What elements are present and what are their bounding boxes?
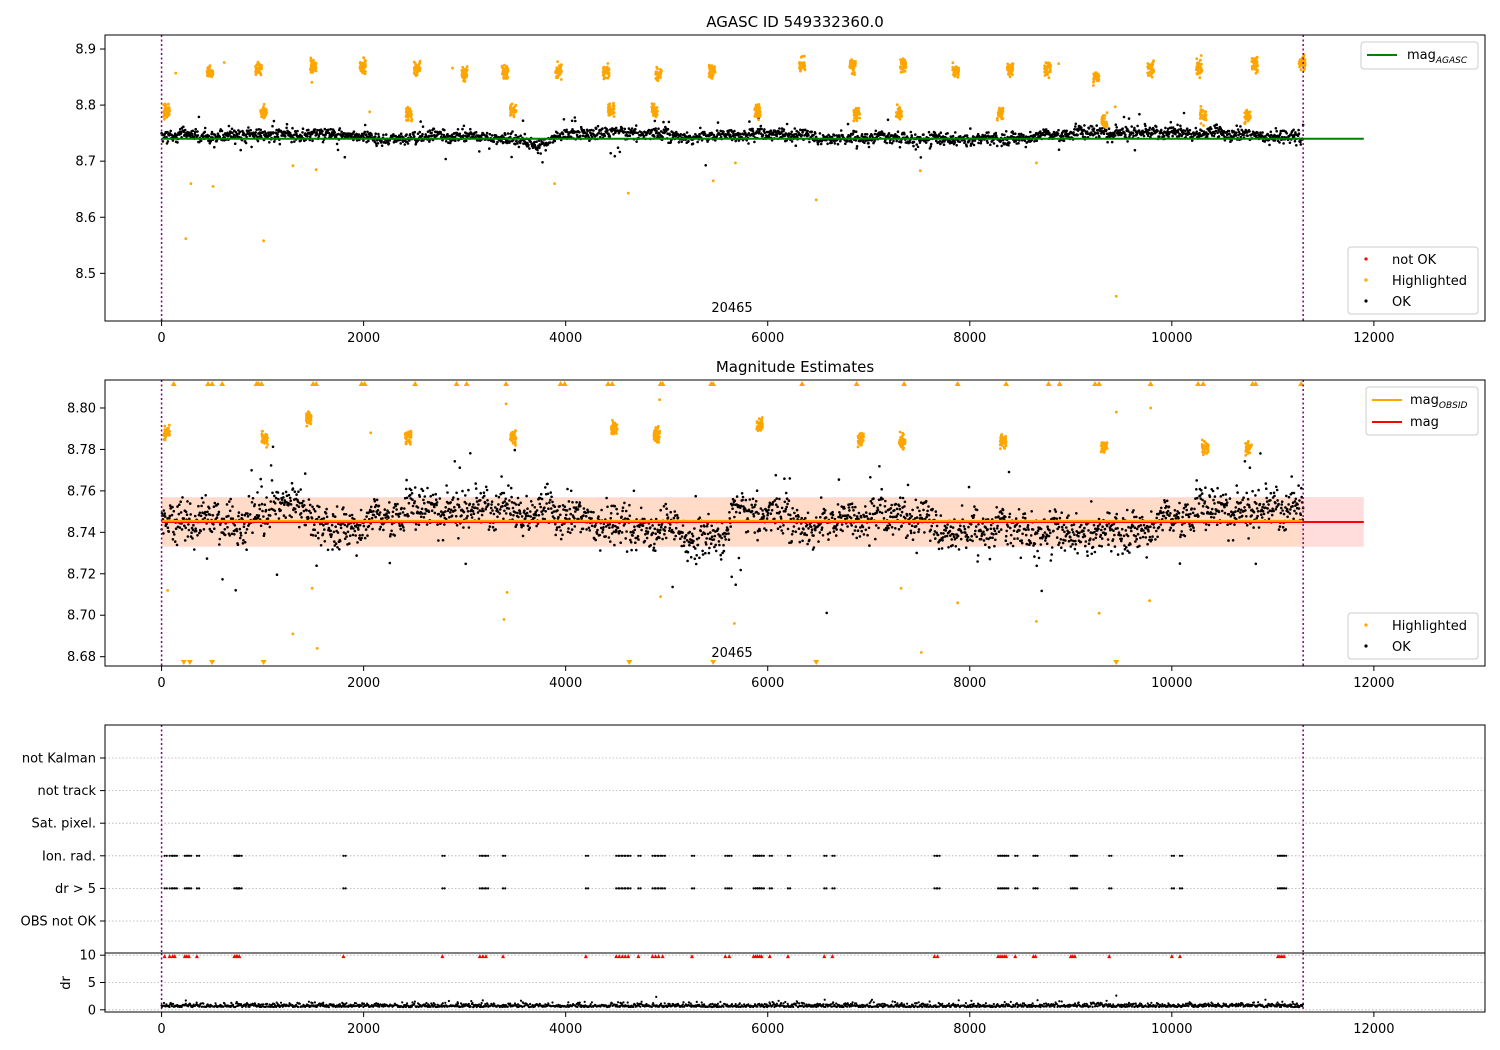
panel1-title: AGASC ID 549332360.0: [706, 13, 884, 31]
dr-axis-label: dr: [59, 976, 74, 990]
panel1-xtick-label: 0: [157, 331, 165, 346]
flags-frame: [104, 724, 1486, 954]
dr-ytick-label: 10: [79, 949, 96, 964]
panel2-xtick-label: 12000: [1353, 676, 1394, 691]
panel2-ytick-label: 8.76: [67, 484, 96, 499]
legend-box: [1360, 41, 1479, 70]
dr-xtick-label: 0: [157, 1022, 165, 1037]
panel2-ytick-label: 8.74: [67, 526, 96, 541]
dr-values: [160, 994, 1305, 1009]
panel1-ytick-label: 8.8: [75, 99, 96, 114]
flag-row-label: not track: [37, 784, 96, 799]
highlighted-points: [162, 53, 1307, 298]
legend-subscript: AGASC: [1435, 56, 1468, 66]
agasc-panel: AGASC ID 549332360.0 0 2000 4000 6000 8000 10…: [75, 13, 1486, 346]
panel1-points: [160, 53, 1307, 298]
panel2-ytick-label: 8.78: [67, 443, 96, 458]
panel2-xtick-label: 0: [157, 676, 165, 691]
panel2-ytick-label: 8.80: [67, 401, 96, 416]
dr-points: [160, 954, 1305, 1009]
panel2-frame: [104, 379, 1486, 667]
dr-xtick-label: 6000: [751, 1022, 784, 1037]
panel2-xtick-label: 4000: [549, 676, 582, 691]
legend-label: not OK: [1392, 253, 1437, 268]
ok-points: [160, 111, 1305, 167]
legend-box: [1347, 612, 1479, 660]
panel2-ytick-label: 8.72: [67, 567, 96, 582]
magnitude-estimates-panel: Magnitude Estimates 0 2000 4000 6000 8000 100…: [67, 358, 1486, 691]
panel1-frame: [104, 34, 1486, 322]
panel1-xtick-label: 4000: [549, 331, 582, 346]
dr-xtick-label: 8000: [953, 1022, 986, 1037]
panel2-obsid-label: 20465: [711, 646, 752, 661]
panel1-point-legend: not OK Highlighted OK: [1347, 246, 1479, 315]
dr-ytick-label: 0: [88, 1003, 96, 1018]
flag-row-label: Ion. rad.: [42, 849, 96, 864]
flag-row-label: dr > 5: [55, 882, 96, 897]
panel1-xtick-label: 2000: [347, 331, 380, 346]
dr-panel: 0 2000 4000 6000 8000 10000 12000 0 5 10 dr: [59, 949, 1486, 1037]
panel1-ytick-label: 8.5: [75, 267, 96, 282]
legend-subscript: OBSID: [1439, 401, 1468, 411]
dr-ytick-label: 5: [88, 976, 96, 991]
panel2-point-legend: Highlighted OK: [1347, 612, 1479, 660]
panel1-line-legend: magAGASC: [1360, 41, 1479, 70]
flag-points: [163, 854, 1288, 890]
flag-row-label: OBS not OK: [21, 915, 97, 930]
panel1-obsid-label: 20465: [711, 301, 752, 316]
flag-row-label: not Kalman: [22, 752, 96, 767]
panel2-xtick-label: 10000: [1151, 676, 1192, 691]
dr-clipped-markers: [162, 954, 1286, 959]
panel1-ytick-label: 8.6: [75, 211, 96, 226]
legend-marker: [1364, 623, 1368, 627]
highlighted-points: [162, 398, 1254, 654]
dr-xtick-label: 4000: [549, 1022, 582, 1037]
legend-marker: [1364, 278, 1368, 282]
panel1-ytick-label: 8.9: [75, 43, 96, 58]
panel1-xtick-label: 8000: [953, 331, 986, 346]
legend-label: OK: [1392, 295, 1411, 310]
panel2-title: Magnitude Estimates: [716, 358, 874, 376]
legend-label: Highlighted: [1392, 619, 1467, 634]
panel2-xtick-label: 6000: [751, 676, 784, 691]
out-of-range-low-markers: [180, 660, 1120, 665]
panel1-xtick-label: 6000: [751, 331, 784, 346]
panel2-ytick-label: 8.68: [67, 650, 96, 665]
legend-label: OK: [1392, 640, 1411, 655]
panel2-xtick-label: 8000: [953, 676, 986, 691]
legend-marker: [1364, 644, 1368, 648]
panel2-ytick-label: 8.70: [67, 609, 96, 624]
dr-xtick-label: 2000: [347, 1022, 380, 1037]
dr-xtick-label: 10000: [1151, 1022, 1192, 1037]
panel2-xtick-label: 2000: [347, 676, 380, 691]
legend-marker: [1364, 257, 1368, 261]
legend-label: mag: [1410, 415, 1439, 430]
legend-box: [1347, 246, 1479, 315]
out-of-range-high-markers: [170, 381, 1305, 386]
dr-xtick-label: 12000: [1353, 1022, 1394, 1037]
legend-label: Highlighted: [1392, 274, 1467, 289]
panel1-ytick-label: 8.7: [75, 155, 96, 170]
legend-marker: [1364, 299, 1368, 303]
panel1-xtick-label: 10000: [1151, 331, 1192, 346]
panel1-xtick-label: 12000: [1353, 331, 1394, 346]
flags-panel: not Kalman not track Sat. pixel. Ion. rad. d…: [21, 724, 1486, 954]
flag-row-label: Sat. pixel.: [32, 817, 96, 832]
